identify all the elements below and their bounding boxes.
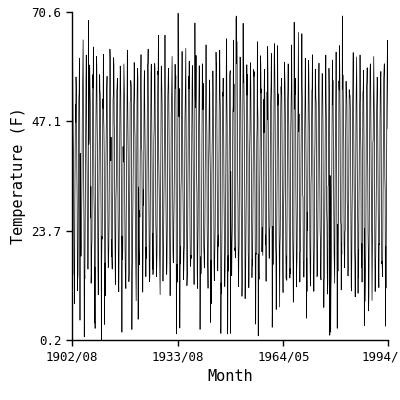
Y-axis label: Temperature (F): Temperature (F): [11, 108, 26, 244]
X-axis label: Month: Month: [207, 369, 253, 384]
